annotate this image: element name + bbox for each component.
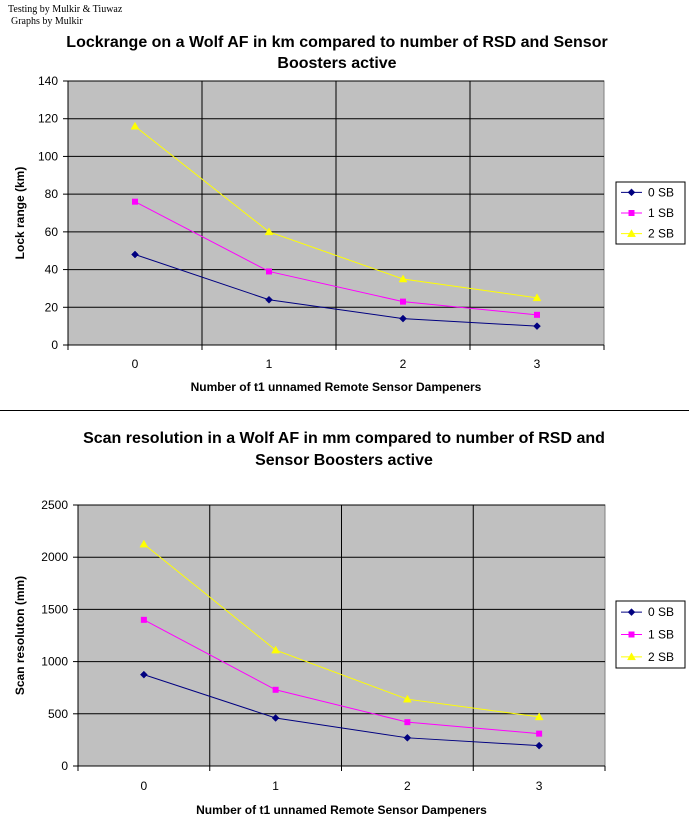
scanres-series-1-point	[272, 686, 279, 693]
scanres-series-0-point	[140, 670, 148, 679]
scanres-y-axis-title: Scan resoluton (mm)	[13, 576, 27, 695]
lockrange-x-tick-label: 3	[534, 357, 541, 371]
scanres-series-1-point	[404, 719, 411, 726]
lockrange-title-line2: Boosters active	[277, 55, 396, 72]
lockrange-y-tick-label: 100	[38, 149, 58, 163]
scanres-y-tick-label: 2500	[41, 498, 68, 512]
lockrange-legend-label: 0 SB	[648, 185, 674, 199]
scanres-series-line-0	[143, 674, 540, 747]
lockrange-x-axis-title: Number of t1 unnamed Remote Sensor Dampe…	[191, 380, 482, 394]
scanres-legend-swatch-marker	[627, 652, 636, 661]
lockrange-legend-swatch-marker	[628, 210, 635, 216]
scanres-series-2-point	[534, 712, 544, 721]
scanres-series-2-point	[402, 694, 412, 703]
credits-testing: Testing by Mulkir & Tiuwaz	[8, 4, 123, 15]
lockrange-series-0-point	[533, 322, 541, 330]
scanres-title-line2: Sensor Boosters active	[255, 452, 433, 469]
lockrange-y-tick-label: 0	[51, 338, 58, 352]
lockrange-series-0-point	[399, 314, 407, 323]
scanres-series-1-point	[536, 730, 543, 737]
scanres-y-tick-label: 0	[61, 759, 68, 773]
scanres-x-tick-label: 1	[272, 779, 279, 793]
scanres-series-line-2	[143, 543, 540, 718]
scanres-x-axis-title: Number of t1 unnamed Remote Sensor Dampe…	[196, 803, 487, 817]
chart-divider	[0, 410, 689, 411]
lockrange-series-2-point	[130, 121, 140, 130]
scanres-x-tick-label: 0	[141, 779, 148, 793]
scanres-legend-swatch-marker	[627, 608, 636, 617]
lockrange-x-tick-label: 0	[132, 357, 139, 371]
lockrange-series-2-point	[532, 293, 542, 302]
lockrange-series-1-point	[266, 268, 272, 275]
lockrange-series-line-0	[134, 254, 538, 327]
lockrange-y-tick-label: 40	[45, 263, 59, 277]
lockrange-y-tick-label: 140	[38, 74, 58, 88]
lockrange-x-tick-label: 2	[400, 357, 407, 371]
scanres-series-2-point	[139, 539, 149, 548]
scanres-legend-label: 1 SB	[648, 628, 674, 642]
scanres-series-1-point	[140, 616, 147, 623]
lockrange-chart: Lockrange on a Wolf AF in km compared to…	[13, 34, 686, 394]
scanres-title-line1: Scan resolution in a Wolf AF in mm compa…	[83, 430, 605, 447]
lockrange-series-line-1	[134, 201, 538, 316]
lockrange-series-2-point	[264, 227, 274, 236]
scanres-y-tick-label: 500	[48, 707, 68, 721]
lockrange-series-1-point	[132, 198, 138, 205]
scanres-x-tick-label: 2	[404, 779, 411, 793]
lockrange-legend-label: 2 SB	[648, 227, 674, 241]
lockrange-y-tick-label: 120	[38, 112, 58, 126]
scanres-x-tick-label: 3	[536, 779, 543, 793]
scanres-series-0-point	[403, 733, 412, 742]
lockrange-series-1-point	[534, 311, 540, 318]
lockrange-y-tick-label: 20	[45, 300, 59, 314]
scanres-series-0-point	[535, 741, 543, 750]
lockrange-series-0-point	[131, 250, 139, 259]
lockrange-legend-label: 1 SB	[648, 206, 674, 220]
lockrange-legend-swatch-marker	[627, 229, 636, 237]
credits-graphs: Graphs by Mulkir	[11, 16, 83, 27]
lockrange-series-1-point	[400, 298, 406, 305]
lockrange-x-tick-label: 1	[266, 357, 273, 371]
scanres-y-tick-label: 1500	[41, 602, 68, 616]
scanres-y-tick-label: 2000	[41, 550, 68, 564]
scanres-series-0-point	[271, 714, 280, 722]
lockrange-series-2-point	[398, 274, 408, 283]
scanres-y-tick-label: 1000	[41, 655, 68, 669]
lockrange-y-tick-label: 60	[45, 225, 59, 239]
lockrange-title-line1: Lockrange on a Wolf AF in km compared to…	[66, 34, 607, 51]
lockrange-legend-swatch-marker	[627, 188, 636, 197]
scan-resolution-chart: Scan resolution in a Wolf AF in mm compa…	[13, 430, 686, 817]
scanres-series-line-1	[143, 619, 540, 735]
scanres-legend-swatch-marker	[628, 631, 635, 638]
scanres-legend-label: 0 SB	[648, 605, 674, 619]
lockrange-series-line-2	[134, 125, 538, 299]
lockrange-y-axis-title: Lock range (km)	[13, 167, 27, 260]
scanres-series-2-point	[271, 645, 281, 654]
lockrange-y-tick-label: 80	[45, 187, 59, 201]
lockrange-series-0-point	[265, 295, 273, 304]
scanres-legend-label: 2 SB	[648, 650, 674, 664]
credits: Testing by Mulkir & Tiuwaz Graphs by Mul…	[8, 4, 122, 28]
